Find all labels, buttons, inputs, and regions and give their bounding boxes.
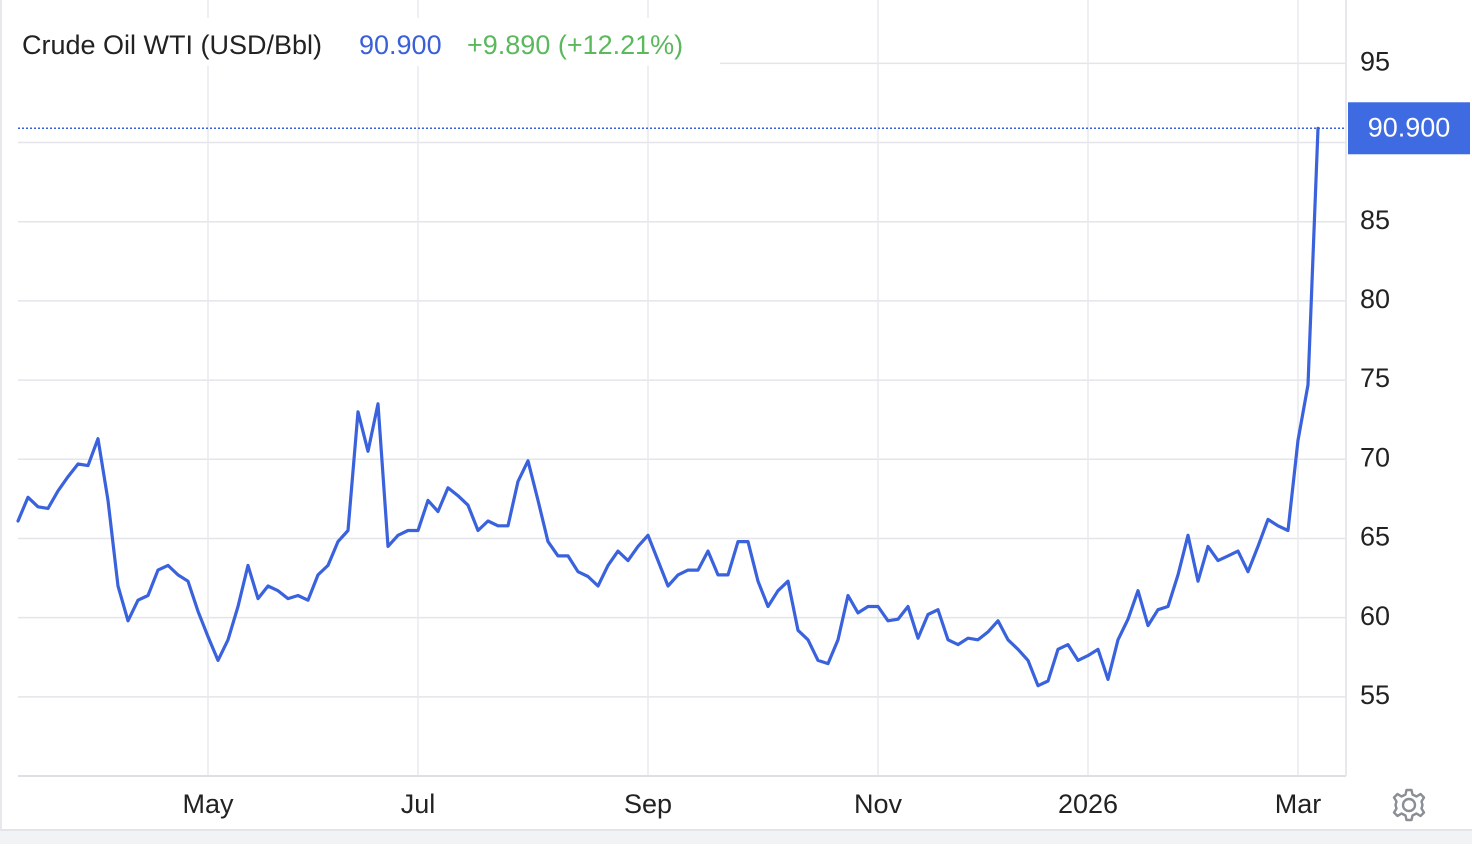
y-tick-label: 80 (1360, 284, 1390, 314)
x-tick-label: 2026 (1058, 789, 1118, 819)
price: 90.900 (359, 30, 442, 60)
price-line (16, 126, 1320, 688)
bottom-strip (0, 830, 1472, 844)
y-tick-label: 60 (1360, 601, 1390, 631)
y-tick-label: 85 (1360, 205, 1390, 235)
last-value-label: 90.900 (1368, 112, 1451, 142)
title-background (14, 18, 720, 66)
y-tick-label: 70 (1360, 442, 1390, 472)
plot (16, 126, 1346, 688)
settings-icon[interactable] (1392, 788, 1426, 822)
x-tick-label: Jul (401, 789, 436, 819)
x-tick-label: Sep (624, 789, 672, 819)
y-tick-label: 65 (1360, 522, 1390, 552)
last-value-box (1348, 102, 1470, 155)
settings-icon-hub[interactable] (1401, 797, 1417, 813)
chart-title: Crude Oil WTI (USD/Bbl) (22, 30, 322, 60)
y-tick-label: 95 (1360, 46, 1390, 76)
grid (18, 0, 1346, 776)
y-tick-label: 75 (1360, 363, 1390, 393)
x-tick-label: Mar (1275, 789, 1322, 819)
x-tick-label: Nov (854, 789, 903, 819)
settings-icon-gear[interactable] (1392, 788, 1426, 822)
x-tick-label: May (182, 789, 234, 819)
price-change: +9.890 (+12.21%) (467, 30, 683, 60)
y-tick-label: 55 (1360, 680, 1390, 710)
